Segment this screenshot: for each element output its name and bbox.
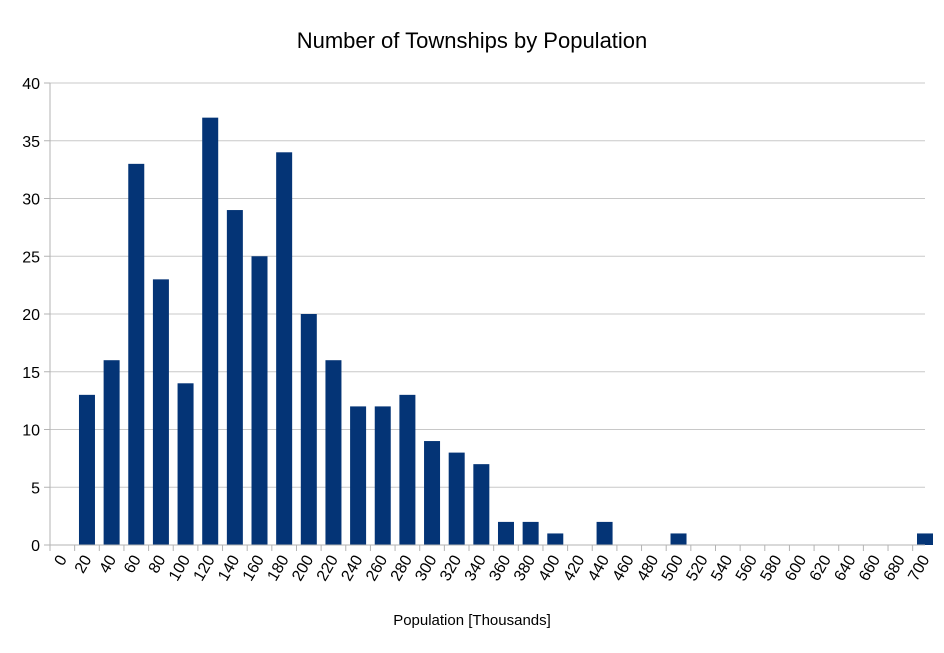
y-tick-label: 0: [31, 538, 40, 555]
x-tick-label: 200: [289, 552, 317, 584]
bar: [78, 394, 95, 545]
y-tick-label: 40: [22, 76, 40, 93]
bars: [78, 117, 933, 546]
x-tick-label: 460: [610, 552, 638, 584]
x-tick-label: 420: [560, 552, 588, 584]
bar: [177, 383, 194, 545]
x-tick-label: 140: [215, 552, 243, 584]
bar: [399, 394, 416, 545]
x-tick-label: 480: [634, 552, 662, 584]
y-axis: 0 5 10 15 20 25 30 35 40: [22, 76, 51, 555]
bar: [202, 117, 219, 546]
x-tick-label: 620: [807, 552, 835, 584]
x-tick-label: 220: [314, 552, 342, 584]
bar: [325, 360, 342, 545]
x-tick-label: 20: [72, 552, 96, 576]
chart-title: Number of Townships by Population: [297, 28, 648, 53]
bar: [226, 210, 243, 546]
grid-lines: [50, 82, 925, 546]
x-tick-label: 40: [96, 552, 120, 576]
x-tick-label: 520: [684, 552, 712, 584]
y-tick-label: 5: [31, 480, 40, 497]
x-tick-label: 300: [412, 552, 440, 584]
x-tick-label: 180: [265, 552, 293, 584]
bar: [128, 163, 145, 545]
x-tick-label: 660: [856, 552, 884, 584]
bar: [374, 406, 391, 545]
bar: [473, 464, 490, 545]
x-tick-label: 60: [121, 552, 145, 576]
y-tick-label: 20: [22, 307, 40, 324]
bar: [917, 533, 933, 545]
x-tick-label: 320: [437, 552, 465, 584]
bar: [497, 521, 514, 545]
x-tick-label: 80: [146, 552, 170, 576]
bar: [670, 533, 687, 545]
x-tick-label: 240: [338, 552, 366, 584]
bar: [448, 452, 465, 545]
bar: [547, 533, 564, 545]
x-axis: 0 20 40 60 801001201401601802002202402602803…: [49, 544, 934, 584]
x-tick-label: 120: [191, 552, 219, 584]
x-tick-label: 560: [733, 552, 761, 584]
y-tick-label: 15: [22, 365, 40, 382]
bar: [596, 521, 613, 545]
y-tick-label: 10: [22, 423, 40, 440]
x-tick-label: 640: [831, 552, 859, 584]
x-tick-label: 100: [166, 552, 194, 584]
x-tick-label: 440: [585, 552, 613, 584]
x-tick-label: 500: [659, 552, 687, 584]
x-tick-label: 700: [905, 552, 933, 584]
bar: [424, 441, 441, 545]
x-tick-label: 0: [52, 552, 71, 568]
bar: [522, 521, 539, 545]
x-tick-label: 380: [511, 552, 539, 584]
x-tick-label: 260: [363, 552, 391, 584]
x-tick-label: 540: [708, 552, 736, 584]
x-axis-label: Population [Thousands]: [393, 612, 551, 629]
bar: [350, 406, 367, 545]
bar: [251, 256, 268, 545]
x-tick-label: 680: [881, 552, 909, 584]
x-tick-label: 400: [536, 552, 564, 584]
x-tick-label: 160: [240, 552, 268, 584]
bar: [152, 279, 169, 545]
x-tick-label: 360: [486, 552, 514, 584]
bar: [300, 314, 317, 545]
bar: [103, 360, 120, 545]
x-tick-label: 580: [758, 552, 786, 584]
x-tick-label: 340: [462, 552, 490, 584]
bar: [276, 152, 293, 546]
y-tick-label: 35: [22, 134, 40, 151]
y-tick-label: 30: [22, 192, 40, 209]
x-tick-label: 600: [782, 552, 810, 584]
x-tick-label: 280: [388, 552, 416, 584]
y-tick-label: 25: [22, 249, 40, 266]
